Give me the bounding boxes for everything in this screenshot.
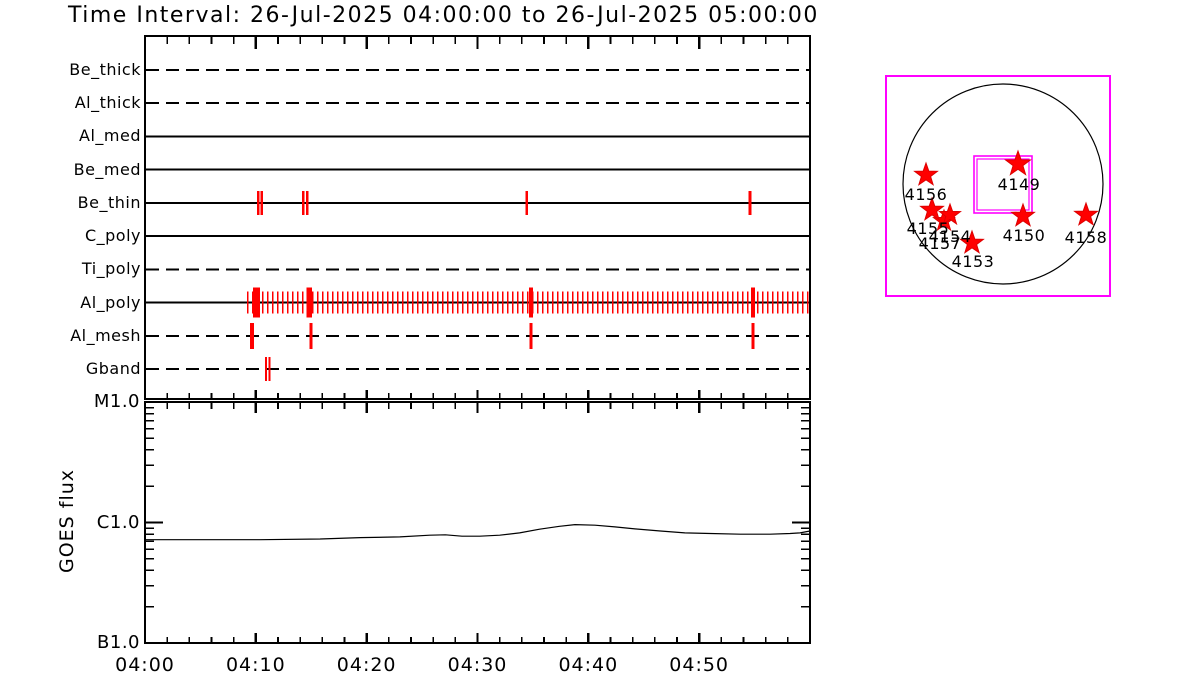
y-tick-label: C1.0 [96, 511, 140, 533]
active-region-label: 4156 [904, 185, 948, 204]
active-region-star [1010, 202, 1036, 227]
active-region-star [1073, 201, 1099, 226]
x-tick-label: 04:00 [115, 654, 175, 676]
goes-flux-axis-label: GOES flux [56, 468, 78, 574]
x-tick-label: 04:50 [669, 654, 730, 676]
filter-row-label: Al_thick [74, 93, 141, 113]
filter-row-label: Al_med [79, 126, 141, 146]
x-tick-label: 04:20 [336, 654, 397, 676]
active-region-label: 4154 [928, 227, 972, 246]
filter-row-label: Ti_poly [81, 259, 141, 279]
x-tick-label: 04:30 [447, 654, 508, 676]
active-region-label: 4150 [1002, 226, 1046, 245]
active-region-label: 4155 [906, 219, 950, 238]
active-region-label: 4149 [997, 175, 1041, 194]
filter-row-label: C_poly [84, 226, 141, 246]
filter-row-label: Be_thick [69, 60, 141, 79]
active-region-star [1004, 149, 1032, 176]
active-region-label: 4157 [918, 234, 962, 253]
x-tick-label: 04:40 [558, 654, 619, 676]
active-region-star [938, 202, 962, 226]
filter-row-label: Be_med [73, 159, 141, 179]
page-title: Time Interval: 26-Jul-2025 04:00:00 to 2… [68, 3, 819, 28]
active-region-star [959, 229, 985, 254]
filter-row-label: Al_poly [80, 292, 141, 312]
active-region-label: 4153 [951, 252, 995, 271]
x-tick-label: 04:10 [225, 654, 286, 676]
filter-row-label: Al_mesh [70, 325, 141, 345]
filter-row-label: Gband [85, 358, 141, 378]
filter-row-label: Be_thin [77, 192, 141, 212]
active-region-star [919, 196, 945, 221]
y-tick-label: M1.0 [93, 391, 140, 412]
active-region-label: 4158 [1064, 228, 1108, 247]
y-tick-label: B1.0 [97, 632, 140, 653]
active-region-star [913, 161, 939, 186]
